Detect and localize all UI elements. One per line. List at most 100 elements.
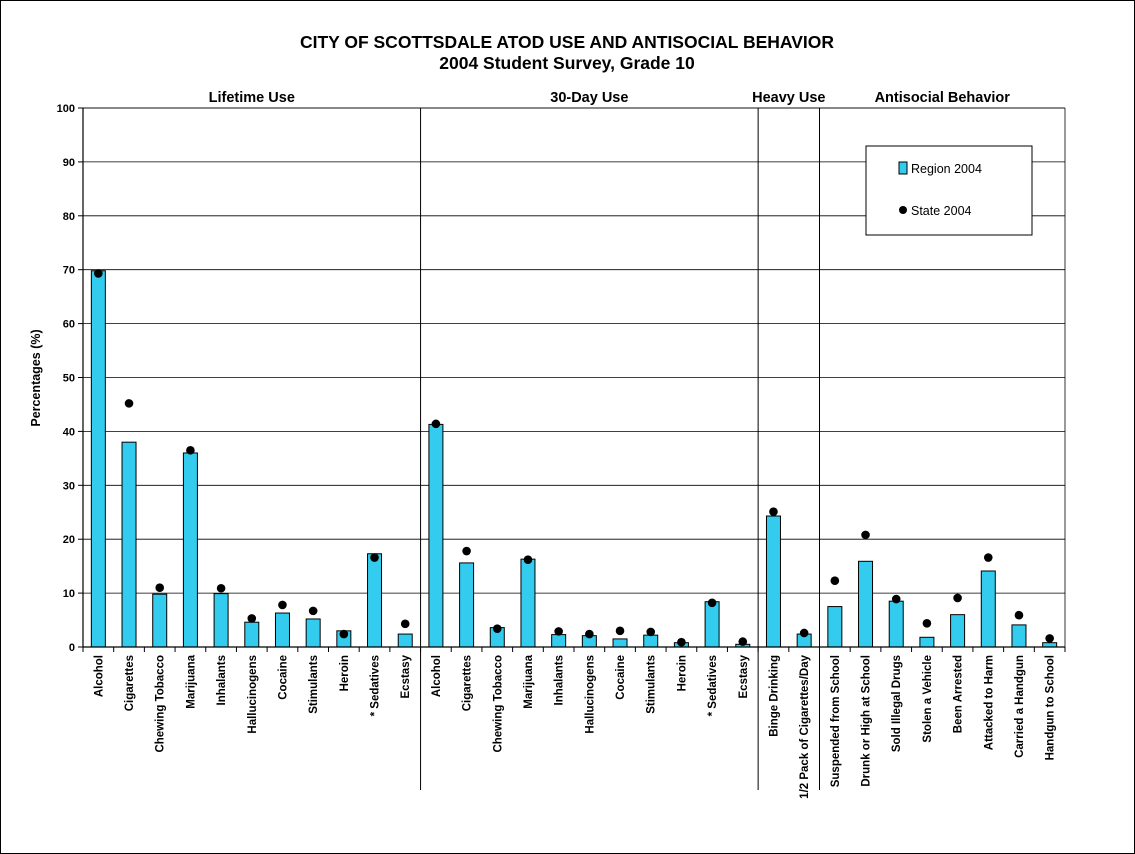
y-tick-label: 30 (63, 480, 75, 492)
legend-label-state: State 2004 (911, 204, 972, 218)
region-bar (765, 515, 781, 648)
state-dot (492, 624, 502, 633)
y-tick-label: 80 (63, 211, 75, 223)
state-dot (677, 637, 686, 647)
category-label: Heroin (339, 655, 351, 691)
section-label: Antisocial Behavior (875, 90, 1011, 106)
region-bar (827, 606, 843, 648)
state-dot (247, 614, 257, 623)
region-bar (121, 441, 137, 648)
chart-title: CITY OF SCOTTSDALE ATOD USE AND ANTISOCI… (300, 32, 834, 52)
y-tick-label: 10 (63, 588, 75, 600)
state-dot (124, 399, 134, 408)
state-dot (155, 583, 165, 593)
state-dots (94, 269, 1054, 647)
category-label: Handgun to School (1045, 655, 1057, 760)
state-dot (830, 576, 840, 586)
section-label: 30-Day Use (550, 90, 628, 106)
region-bar (980, 570, 996, 648)
section-label: Lifetime Use (209, 90, 295, 106)
category-label: Been Arrested (953, 655, 965, 733)
state-dot (861, 530, 870, 540)
region-bar (643, 634, 659, 648)
region-bar (244, 621, 260, 648)
category-label: Suspended from School (830, 655, 842, 787)
region-bar (397, 633, 413, 648)
state-dot (1014, 610, 1024, 620)
region-bar (858, 560, 874, 648)
legend: Region 2004 State 2004 (865, 145, 1033, 236)
category-label: Marijuana (523, 654, 535, 708)
state-dot (983, 553, 993, 562)
state-dot (186, 445, 195, 455)
state-dot (370, 553, 379, 562)
y-tick-label: 90 (63, 157, 75, 169)
region-bar (888, 600, 904, 648)
state-dot (738, 637, 748, 646)
region-bar (182, 452, 198, 648)
category-label: Heroin (676, 655, 688, 691)
region-bar (612, 638, 628, 648)
legend-box (865, 145, 1033, 236)
region-bar (551, 634, 567, 648)
category-label: Binge Drinking (768, 655, 780, 737)
category-label: Alcohol (431, 655, 443, 697)
state-dot (953, 593, 962, 603)
region-bars (90, 270, 1058, 648)
section-labels: Lifetime Use 30-Day Use Heavy Use Antisocia… (209, 90, 1011, 106)
state-dot (400, 619, 410, 629)
section-label: Heavy Use (752, 90, 825, 106)
y-tick-label: 70 (63, 265, 75, 277)
state-dot (922, 618, 932, 628)
state-dot (94, 269, 103, 278)
category-label: Carried a Handgun (1014, 655, 1026, 758)
category-label: Drunk or High at School (861, 655, 873, 787)
category-label: Marijuana (185, 654, 197, 708)
category-labels: Alcohol Cigarettes Chewing Tobacco Marijuan… (93, 654, 1056, 798)
region-bar (520, 558, 536, 648)
legend-swatch-region (898, 161, 908, 175)
axes (82, 107, 1066, 652)
y-tick-label: 20 (63, 534, 75, 546)
region-bar (1042, 642, 1058, 648)
category-label: Ecstasy (400, 654, 412, 698)
state-dot (799, 628, 809, 638)
legend-swatch-state (899, 206, 907, 214)
category-label: Stolen a Vehicle (922, 655, 934, 743)
state-dot (308, 606, 318, 616)
state-dot (278, 600, 287, 610)
region-bar (367, 553, 383, 648)
category-label: Chewing Tobacco (492, 655, 504, 753)
category-label: Stimulants (646, 655, 658, 714)
chart-subtitle: 2004 Student Survey, Grade 10 (439, 53, 695, 73)
category-label: Cigarettes (462, 655, 474, 711)
region-bar (1011, 624, 1027, 648)
region-bar (428, 423, 444, 648)
state-dot (769, 507, 778, 517)
category-label: Inhalants (554, 655, 566, 705)
state-dot (615, 626, 625, 636)
state-dot (891, 594, 901, 604)
state-dot (216, 583, 226, 593)
category-label: * Sedatives (370, 655, 382, 716)
state-dot (431, 419, 441, 429)
category-label: Inhalants (216, 655, 228, 705)
category-label: Attacked to Harm (983, 655, 995, 750)
category-label: Chewing Tobacco (155, 655, 167, 753)
region-bar (305, 618, 321, 648)
category-label: Hallucinogens (247, 655, 259, 734)
category-label: Cocaine (615, 655, 627, 700)
region-bar (152, 593, 168, 648)
state-dot (646, 627, 656, 637)
region-bar (919, 636, 935, 648)
state-dot (339, 629, 349, 639)
category-label: Cocaine (277, 655, 289, 700)
section-dividers (420, 108, 820, 790)
category-label: Ecstasy (738, 654, 750, 698)
category-label: * Sedatives (707, 655, 719, 716)
region-bar (274, 612, 290, 648)
y-tick-label: 40 (63, 426, 75, 438)
legend-label-region: Region 2004 (911, 162, 982, 176)
